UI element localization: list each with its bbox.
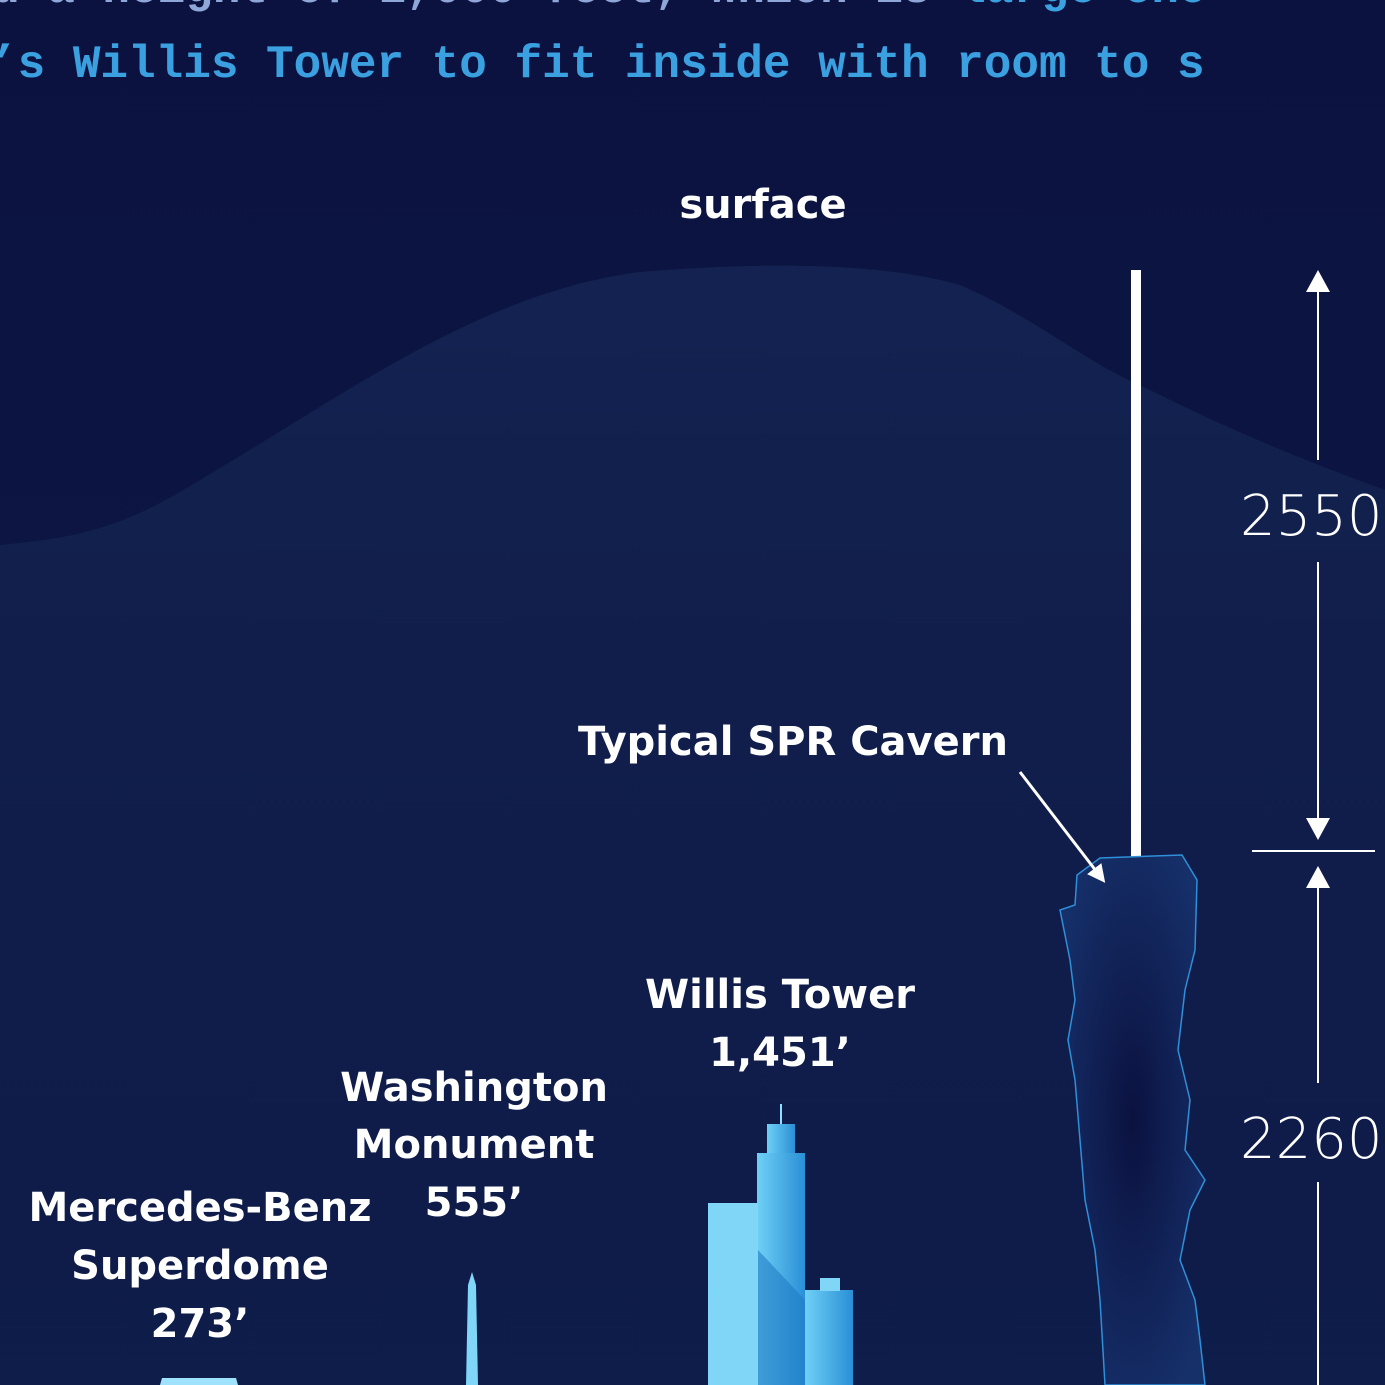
page: {"intro": {"line1": ["d a height of 1,00… [0, 0, 1385, 1385]
structure-height: 273’ [151, 1301, 250, 1347]
structure-name: Mercedes-Benz [28, 1185, 371, 1231]
height-label: 2260’ [1240, 1107, 1385, 1172]
structure-height: 555’ [425, 1180, 524, 1226]
intro-text: d a height of 1,000 feet, which is [0, 0, 958, 16]
cavern-label: Typical SPR Cavern [578, 719, 1008, 765]
depth-label: 2550’ [1240, 484, 1385, 549]
structure-name: Willis Tower [645, 972, 915, 1018]
structure-name: Monument [354, 1122, 595, 1168]
structure-height: 1,451’ [709, 1030, 851, 1076]
intro-highlight: large eno [958, 0, 1206, 16]
superdome [160, 1378, 238, 1385]
surface-label: surface [679, 182, 846, 228]
infographic: d a height of 1,000 feet, which is large… [0, 0, 1385, 1385]
intro-line2: ’s Willis Tower to fit inside with room … [0, 39, 1205, 91]
intro-line1: d a height of 1,000 feet, which is large… [0, 0, 1207, 16]
structure-name: Superdome [71, 1243, 329, 1289]
structure-name: Washington [340, 1065, 608, 1111]
well-bore [1131, 270, 1141, 858]
